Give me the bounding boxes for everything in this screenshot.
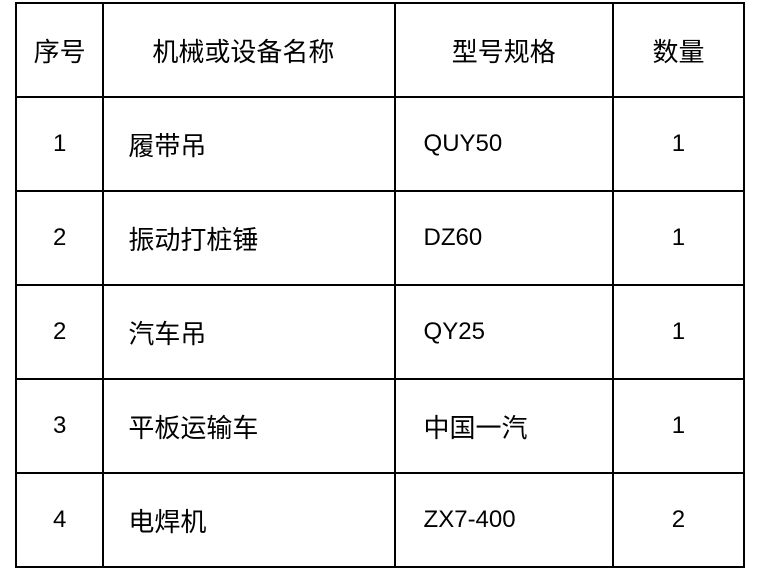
cell-qty: 2	[613, 473, 744, 567]
cell-spec: 中国一汽	[395, 379, 613, 473]
cell-name: 汽车吊	[103, 285, 394, 379]
table-row: 3 平板运输车 中国一汽 1	[16, 379, 744, 473]
cell-seq: 2	[16, 191, 103, 285]
cell-spec: QY25	[395, 285, 613, 379]
header-name: 机械或设备名称	[103, 3, 394, 97]
cell-name: 平板运输车	[103, 379, 394, 473]
table-row: 4 电焊机 ZX7-400 2	[16, 473, 744, 567]
cell-name: 振动打桩锤	[103, 191, 394, 285]
cell-qty: 1	[613, 191, 744, 285]
cell-seq: 2	[16, 285, 103, 379]
table-header-row: 序号 机械或设备名称 型号规格 数量	[16, 3, 744, 97]
cell-spec: DZ60	[395, 191, 613, 285]
header-spec: 型号规格	[395, 3, 613, 97]
equipment-table-container: 序号 机械或设备名称 型号规格 数量 1 履带吊 QUY50 1 2 振动打桩锤…	[15, 2, 745, 568]
cell-name: 电焊机	[103, 473, 394, 567]
cell-qty: 1	[613, 97, 744, 191]
cell-spec: QUY50	[395, 97, 613, 191]
cell-seq: 1	[16, 97, 103, 191]
table-row: 2 振动打桩锤 DZ60 1	[16, 191, 744, 285]
equipment-table: 序号 机械或设备名称 型号规格 数量 1 履带吊 QUY50 1 2 振动打桩锤…	[15, 2, 745, 568]
cell-name: 履带吊	[103, 97, 394, 191]
cell-spec: ZX7-400	[395, 473, 613, 567]
cell-qty: 1	[613, 379, 744, 473]
table-row: 2 汽车吊 QY25 1	[16, 285, 744, 379]
cell-qty: 1	[613, 285, 744, 379]
header-seq: 序号	[16, 3, 103, 97]
cell-seq: 3	[16, 379, 103, 473]
header-qty: 数量	[613, 3, 744, 97]
cell-seq: 4	[16, 473, 103, 567]
table-row: 1 履带吊 QUY50 1	[16, 97, 744, 191]
